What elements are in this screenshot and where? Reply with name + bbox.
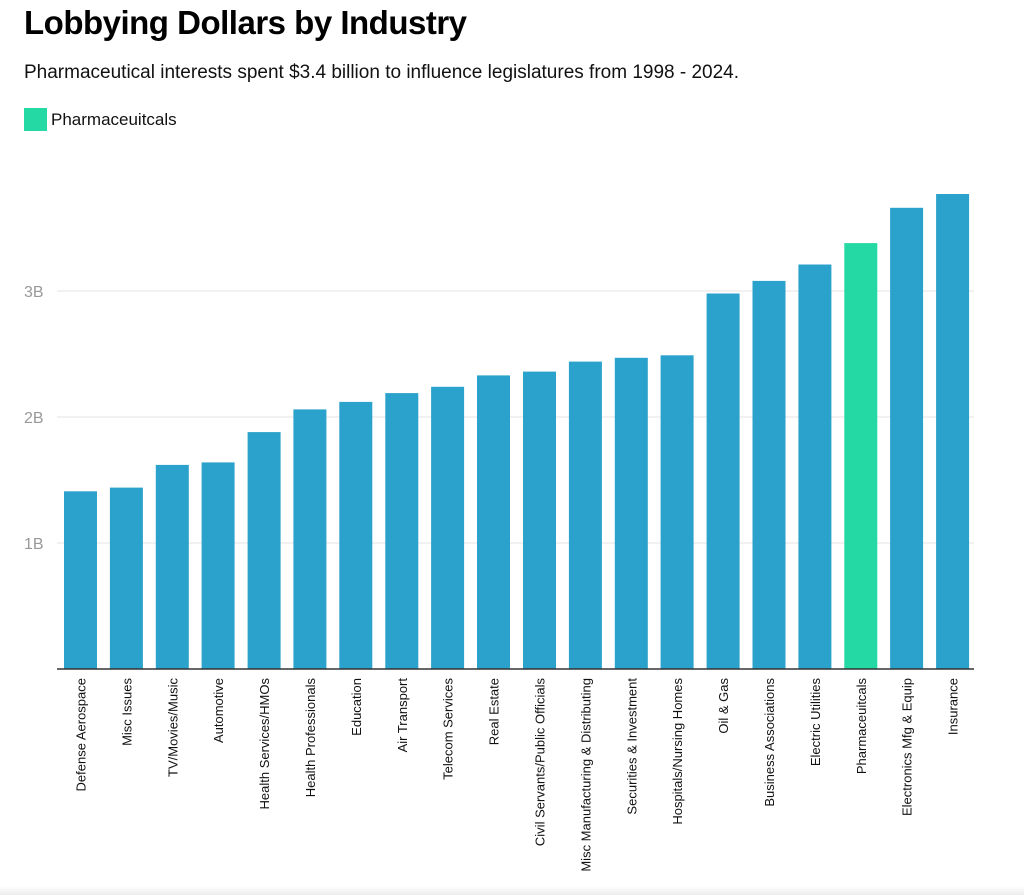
x-tick-label: TV/Movies/Music [165, 678, 180, 777]
y-tick-label: 3B [24, 284, 44, 301]
x-tick-label: Misc Manufacturing & Distributing [578, 678, 593, 872]
x-tick-label: Electronics Mfg & Equip [900, 678, 915, 816]
bottom-edge-shadow [0, 886, 1024, 895]
x-tick-label: Air Transport [395, 678, 410, 753]
bar [706, 293, 740, 669]
legend-swatch [24, 108, 47, 131]
x-tick-label: Securities & Investment [624, 678, 639, 815]
x-tick-label: Defense Aerospace [74, 678, 89, 791]
bar [798, 264, 832, 669]
y-tick-label: 1B [24, 536, 44, 553]
x-tick-label: Health Services/HMOs [257, 678, 272, 810]
bar [201, 462, 235, 669]
x-tick-label: Business Associations [762, 678, 777, 807]
x-tick-label: Automotive [211, 678, 226, 743]
x-tick-label: Misc Issues [119, 678, 134, 746]
x-tick-label: Real Estate [487, 678, 502, 745]
bar [660, 355, 694, 669]
bar [523, 371, 556, 669]
bar [109, 487, 143, 669]
x-tick-label: Insurance [946, 678, 961, 735]
bar [385, 393, 419, 669]
bar [890, 207, 924, 670]
bar [936, 194, 970, 669]
bar [339, 401, 373, 669]
chart-title: Lobbying Dollars by Industry [24, 4, 467, 41]
x-tick-label: Education [349, 678, 364, 736]
legend: Pharmaceuitcals [24, 108, 177, 131]
bar [477, 375, 510, 669]
bar [155, 464, 189, 669]
bar [568, 361, 602, 669]
bar [247, 432, 281, 669]
x-tick-label: Health Professionals [303, 678, 318, 798]
x-tick-label: Oil & Gas [716, 678, 731, 734]
x-tick-label: Hospitals/Nursing Homes [670, 678, 685, 825]
chart-subtitle: Pharmaceutical interests spent $3.4 bill… [24, 62, 740, 83]
legend-label: Pharmaceuitcals [51, 109, 177, 129]
bar [431, 386, 465, 669]
bar [293, 409, 327, 669]
x-tick-label: Civil Servants/Public Officials [533, 678, 548, 847]
bar [752, 280, 786, 669]
bar [614, 357, 648, 669]
bar [844, 243, 878, 669]
x-tick-label: Telecom Services [441, 678, 456, 780]
y-tick-label: 2B [24, 410, 44, 427]
x-tick-label: Pharmaceuitcals [854, 678, 869, 775]
x-tick-label: Electric Utilities [808, 678, 823, 767]
bar [64, 491, 97, 669]
